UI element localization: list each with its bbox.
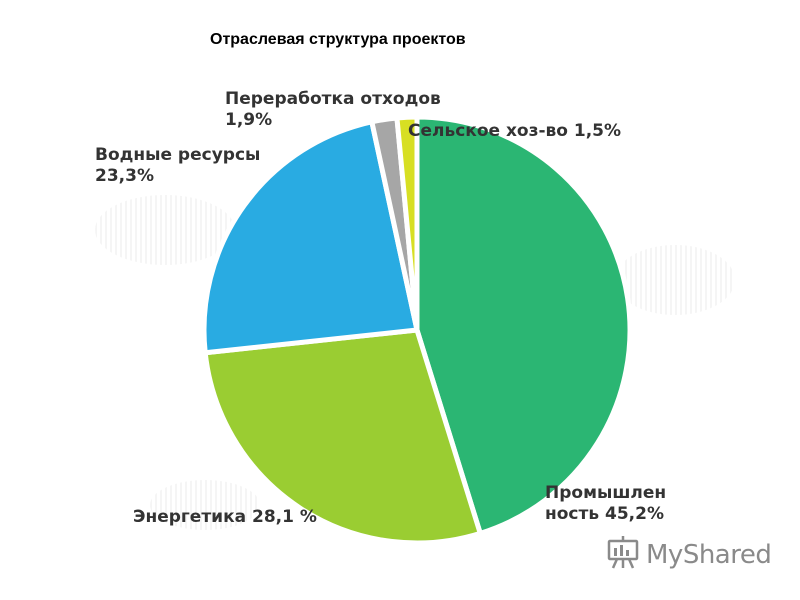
watermark: MyShared <box>606 535 772 574</box>
background-texture <box>150 480 260 530</box>
background-texture <box>615 245 735 315</box>
slice-label-переработка-отходов: Переработка отходов 1,9% <box>225 89 441 130</box>
pie-slice-водные-ресурсы <box>201 119 420 356</box>
chart-title: Отраслевая структура проектов <box>210 31 466 48</box>
slice-label-промышленность: Промышлен ность 45,2% <box>545 483 667 524</box>
slice-label-энергетика: Энергетика 28,1 % <box>133 507 317 527</box>
presentation-board-icon <box>606 535 640 574</box>
background-texture <box>95 195 235 265</box>
pie-slice-энергетика <box>202 327 483 546</box>
watermark-text: MyShared <box>646 539 772 570</box>
slice-label-водные-ресурсы: Водные ресурсы 23,3% <box>95 145 261 186</box>
pie-slice-сельское-хоз-во <box>394 114 420 333</box>
slice-label-сельское-хоз-во: Сельское хоз-во 1,5% <box>408 121 622 141</box>
pie-slice-промышленность <box>414 114 633 536</box>
